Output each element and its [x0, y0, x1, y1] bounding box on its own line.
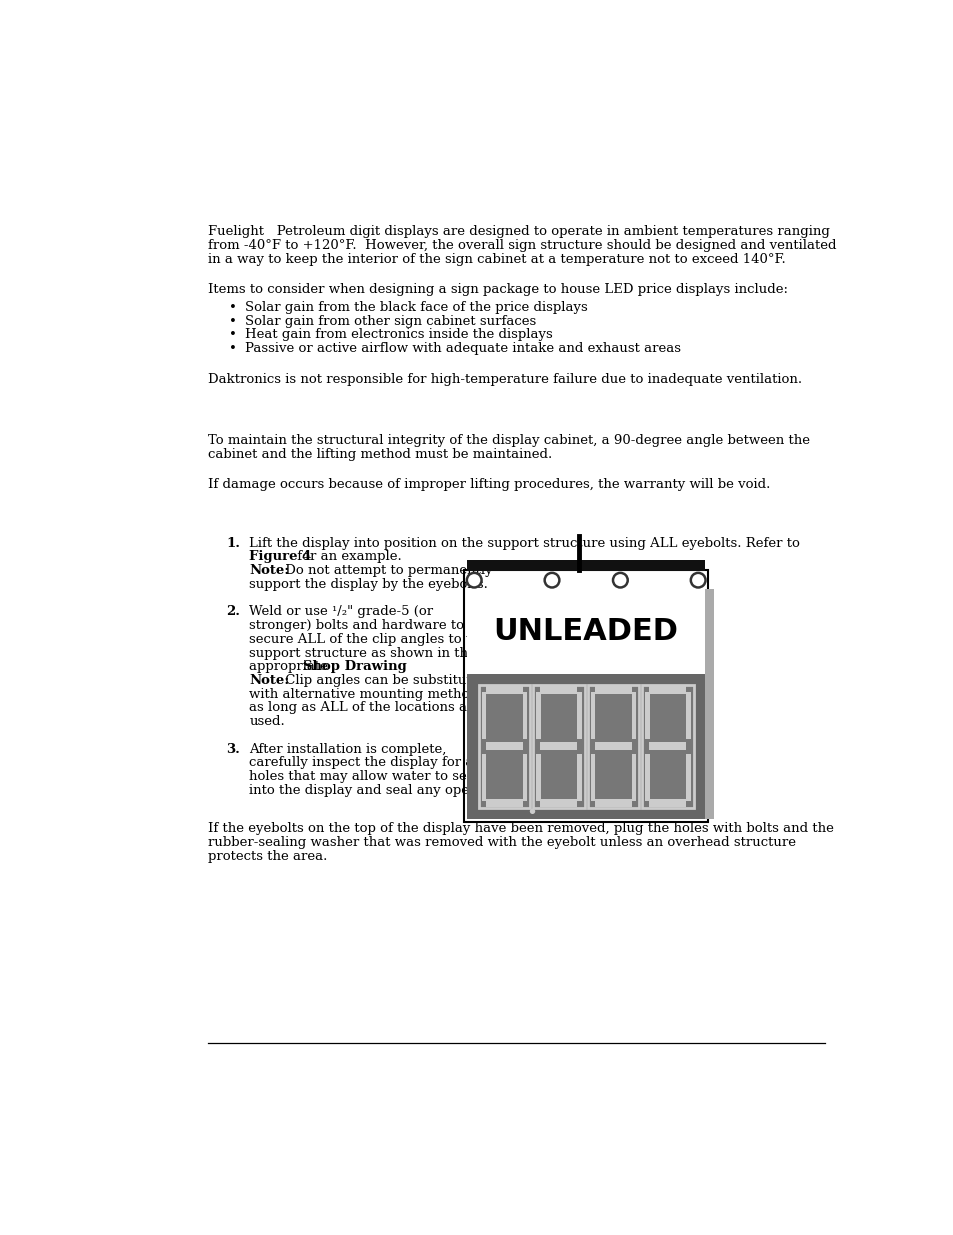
Text: carefully inspect the display for any: carefully inspect the display for any: [249, 756, 489, 769]
Bar: [467, 589, 704, 674]
Bar: [649, 685, 685, 694]
Text: used.: used.: [249, 715, 285, 729]
Text: 3.: 3.: [226, 742, 240, 756]
Text: as long as ALL of the locations are: as long as ALL of the locations are: [249, 701, 481, 714]
Text: •: •: [229, 301, 237, 314]
Text: •: •: [229, 342, 237, 354]
Bar: [641, 685, 693, 808]
Bar: [644, 753, 649, 800]
Bar: [704, 589, 713, 819]
Text: Solar gain from the black face of the price displays: Solar gain from the black face of the pr…: [245, 301, 587, 314]
Bar: [536, 693, 540, 739]
Bar: [481, 753, 486, 800]
Text: appropriate: appropriate: [249, 661, 333, 673]
Bar: [467, 674, 704, 819]
Text: into the display and seal any openings with silicone.: into the display and seal any openings w…: [249, 784, 598, 797]
Text: protects the area.: protects the area.: [208, 850, 328, 862]
Text: with alternative mounting methods: with alternative mounting methods: [249, 688, 484, 700]
Bar: [577, 753, 581, 800]
Text: Do not attempt to permanently: Do not attempt to permanently: [280, 564, 492, 577]
Text: 1.: 1.: [226, 537, 240, 550]
Text: •: •: [229, 329, 237, 341]
Bar: [577, 693, 581, 739]
Text: support structure as shown in the: support structure as shown in the: [249, 647, 476, 659]
Bar: [485, 742, 522, 751]
Bar: [631, 753, 636, 800]
Bar: [464, 571, 707, 823]
Text: holes that may allow water to seep: holes that may allow water to seep: [249, 771, 483, 783]
Bar: [644, 693, 649, 739]
Text: rubber-sealing washer that was removed with the eyebolt unless an overhead struc: rubber-sealing washer that was removed w…: [208, 836, 796, 848]
Bar: [685, 753, 690, 800]
Bar: [649, 742, 685, 751]
Text: Daktronics is not responsible for high-temperature failure due to inadequate ven: Daktronics is not responsible for high-t…: [208, 373, 801, 385]
Text: in a way to keep the interior of the sign cabinet at a temperature not to exceed: in a way to keep the interior of the sig…: [208, 253, 785, 266]
Bar: [540, 685, 577, 694]
Bar: [649, 799, 685, 808]
Bar: [485, 799, 522, 808]
Bar: [540, 742, 577, 751]
Bar: [540, 799, 577, 808]
Text: Figure 4: Figure 4: [249, 551, 312, 563]
Text: for an example.: for an example.: [293, 551, 401, 563]
Text: Items to consider when designing a sign package to house LED price displays incl: Items to consider when designing a sign …: [208, 283, 787, 296]
Text: After installation is complete,: After installation is complete,: [249, 742, 446, 756]
Text: 2.: 2.: [226, 605, 240, 619]
Bar: [481, 693, 486, 739]
Bar: [533, 685, 584, 808]
Bar: [590, 693, 595, 739]
Bar: [595, 799, 631, 808]
Circle shape: [466, 573, 481, 588]
Bar: [485, 685, 522, 694]
Bar: [595, 742, 631, 751]
Bar: [536, 753, 540, 800]
Text: .: .: [367, 661, 372, 673]
Text: Heat gain from electronics inside the displays: Heat gain from electronics inside the di…: [245, 329, 552, 341]
Text: UNLEADED: UNLEADED: [493, 618, 678, 646]
Bar: [478, 685, 530, 808]
Bar: [595, 685, 631, 694]
Text: Note:: Note:: [249, 564, 290, 577]
Text: Fuelight   Petroleum digit displays are designed to operate in ambient temperatu: Fuelight Petroleum digit displays are de…: [208, 225, 829, 238]
Text: Passive or active airflow with adequate intake and exhaust areas: Passive or active airflow with adequate …: [245, 342, 680, 354]
Text: secure ALL of the clip angles to the: secure ALL of the clip angles to the: [249, 632, 487, 646]
Text: support the display by the eyebolts.: support the display by the eyebolts.: [249, 578, 488, 590]
Circle shape: [613, 573, 627, 588]
Text: To maintain the structural integrity of the display cabinet, a 90-degree angle b: To maintain the structural integrity of …: [208, 433, 809, 447]
Bar: [587, 685, 639, 808]
Circle shape: [544, 573, 558, 588]
Bar: [590, 753, 595, 800]
Circle shape: [529, 809, 535, 814]
Text: cabinet and the lifting method must be maintained.: cabinet and the lifting method must be m…: [208, 448, 552, 461]
Bar: [467, 589, 704, 819]
Text: from -40°F to +120°F.  However, the overall sign structure should be designed an: from -40°F to +120°F. However, the overa…: [208, 238, 836, 252]
Bar: [467, 559, 704, 571]
Text: Lift the display into position on the support structure using ALL eyebolts. Refe: Lift the display into position on the su…: [249, 537, 800, 550]
Text: Note:: Note:: [249, 674, 290, 687]
Text: •: •: [229, 315, 237, 327]
Circle shape: [690, 573, 705, 588]
Text: Solar gain from other sign cabinet surfaces: Solar gain from other sign cabinet surfa…: [245, 315, 536, 327]
Text: If damage occurs because of improper lifting procedures, the warranty will be vo: If damage occurs because of improper lif…: [208, 478, 770, 492]
Bar: [631, 693, 636, 739]
Text: Shop Drawing: Shop Drawing: [303, 661, 407, 673]
Bar: [522, 693, 527, 739]
Bar: [685, 693, 690, 739]
Text: If the eyebolts on the top of the display have been removed, plug the holes with: If the eyebolts on the top of the displa…: [208, 823, 833, 835]
Text: Weld or use ¹/₂" grade-5 (or: Weld or use ¹/₂" grade-5 (or: [249, 605, 433, 619]
Bar: [522, 753, 527, 800]
Text: stronger) bolts and hardware to: stronger) bolts and hardware to: [249, 619, 464, 632]
Text: Clip angles can be substituted: Clip angles can be substituted: [280, 674, 487, 687]
